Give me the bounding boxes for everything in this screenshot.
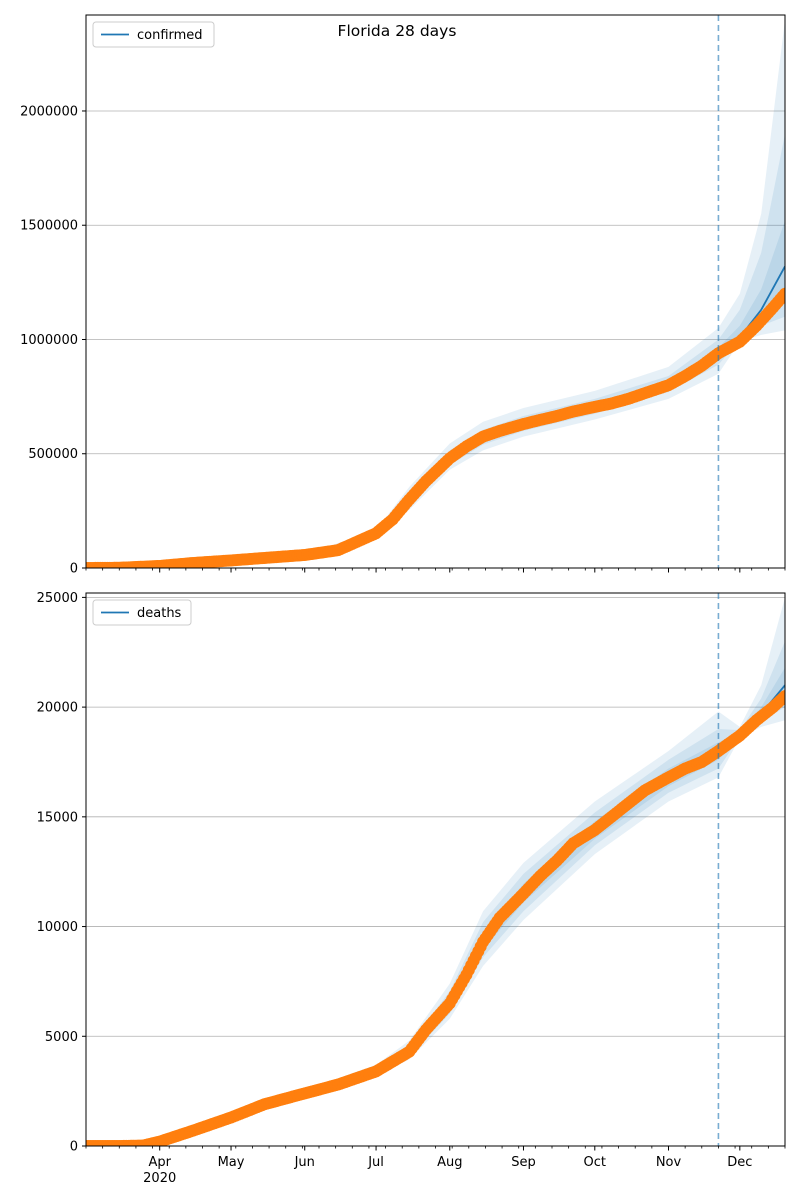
- y-tick-label: 20000: [37, 701, 78, 716]
- observed-points: [86, 287, 785, 568]
- y-tick-label: 2000000: [20, 104, 78, 119]
- legend-box: [92, 21, 215, 48]
- observed-points: [86, 690, 785, 1146]
- y-tick-label: 10000: [37, 920, 78, 935]
- x-tick-label: Aug: [437, 1155, 462, 1170]
- axes-frame: [85, 14, 786, 569]
- axes-frame: [85, 592, 786, 1147]
- plot-area: [86, 597, 785, 1146]
- y-tick-label: 500000: [28, 447, 78, 462]
- x-tick-label: Apr: [148, 1155, 171, 1170]
- model-median-line: [86, 265, 785, 568]
- legend: deaths: [92, 599, 192, 626]
- legend-label: confirmed: [137, 28, 203, 43]
- y-tick-label: 25000: [37, 591, 78, 606]
- uncertainty-band-2: [86, 133, 785, 568]
- x-tick-label: Sep: [511, 1155, 536, 1170]
- y-tick-label: 0: [70, 562, 78, 577]
- legend: confirmed: [92, 21, 215, 48]
- x-year-label: 2020: [143, 1171, 176, 1186]
- x-tick-label: Jun: [294, 1155, 315, 1170]
- uncertainty-band-3: [86, 220, 785, 568]
- x-tick-label: May: [218, 1155, 245, 1170]
- observed-point: [779, 690, 785, 703]
- confirmed-panel: 0 500000 1000000 1500000 2000000 confirmed: [20, 14, 786, 577]
- legend-box: [92, 599, 192, 626]
- observed-point: [779, 287, 785, 300]
- x-tick-label: Jul: [367, 1155, 384, 1170]
- x-tick-label: Dec: [727, 1155, 752, 1170]
- y-tick-label: 5000: [45, 1030, 78, 1045]
- plot-area: [86, 19, 785, 568]
- uncertainty-band-3: [86, 667, 785, 1146]
- y-tick-label: 1000000: [20, 333, 78, 348]
- x-tick-label: Oct: [584, 1155, 606, 1170]
- x-tick-label: Nov: [656, 1155, 682, 1170]
- uncertainty-band-1: [86, 19, 785, 568]
- uncertainty-band-1: [86, 597, 785, 1146]
- y-tick-label: 0: [70, 1140, 78, 1155]
- y-tick-label: 15000: [37, 810, 78, 825]
- chart-title: Florida 28 days: [338, 22, 457, 40]
- y-tick-label: 1500000: [20, 219, 78, 234]
- uncertainty-band-2: [86, 641, 785, 1146]
- legend-label: deaths: [137, 606, 182, 621]
